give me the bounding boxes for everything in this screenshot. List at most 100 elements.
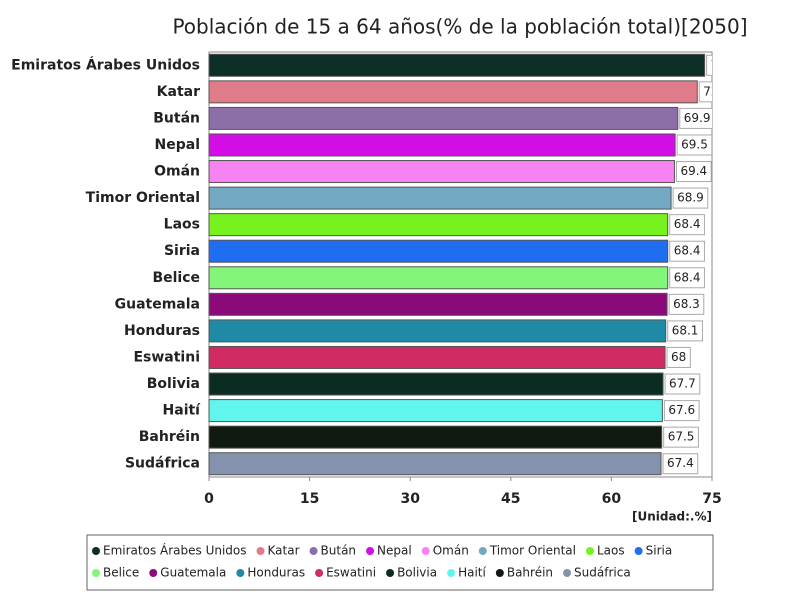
value-labels: 73.9 72.8 69.9 69.5 69.4 68.9 68.4 68.4 68.4 68.3… bbox=[662, 54, 730, 475]
legend-swatch bbox=[634, 547, 643, 555]
legend-swatch bbox=[386, 569, 395, 577]
bar bbox=[208, 292, 668, 316]
legend-label: Bolivia bbox=[397, 566, 437, 580]
chart-title: Población de 15 a 64 años(% de la poblac… bbox=[172, 15, 747, 39]
value-label-box bbox=[668, 293, 705, 315]
legend-item: Guatemala bbox=[149, 566, 226, 580]
bar bbox=[208, 106, 679, 130]
value-label-box bbox=[675, 161, 712, 183]
legend-label: Bahréin bbox=[507, 566, 553, 580]
legend-label: Guatemala bbox=[160, 566, 226, 580]
y-tick-label: Bahréin bbox=[139, 429, 200, 445]
legend-item: Emiratos Árabes Unidos bbox=[92, 543, 247, 558]
y-tick-label: Honduras bbox=[124, 323, 200, 339]
value-label: 67.6 bbox=[668, 403, 695, 417]
value-label: 67.4 bbox=[667, 456, 694, 470]
legend-swatch bbox=[421, 547, 430, 555]
value-label-box bbox=[669, 267, 705, 289]
bar bbox=[208, 372, 664, 396]
legend-item: Timor Oriental bbox=[478, 544, 576, 558]
legend-swatch bbox=[315, 569, 324, 577]
y-tick-label: Emiratos Árabes Unidos bbox=[11, 56, 200, 73]
legend-label: Siria bbox=[646, 544, 673, 558]
bar bbox=[208, 239, 669, 263]
legend-label: Timor Oriental bbox=[489, 544, 576, 558]
x-tick-label: 15 bbox=[300, 491, 319, 507]
x-tick-label: 60 bbox=[602, 491, 622, 507]
y-tick-label: Katar bbox=[157, 84, 200, 100]
legend-item: Nepal bbox=[366, 544, 412, 558]
value-label-box bbox=[664, 373, 701, 395]
legend-item: Bolivia bbox=[386, 566, 437, 580]
value-label-box bbox=[662, 453, 699, 475]
bar bbox=[208, 425, 663, 449]
legend-item: Haití bbox=[447, 566, 487, 580]
value-label: 69.4 bbox=[680, 164, 707, 178]
bar bbox=[208, 80, 698, 104]
value-label: 68.3 bbox=[673, 297, 700, 311]
legend-item: Siria bbox=[634, 544, 673, 558]
legend-label: Laos bbox=[597, 544, 625, 558]
legend-box bbox=[86, 534, 714, 591]
value-label: 72.8 bbox=[703, 84, 730, 98]
value-label-box bbox=[676, 134, 712, 156]
value-label-box bbox=[666, 346, 691, 368]
value-label-box bbox=[669, 214, 705, 236]
value-label: 67.5 bbox=[668, 430, 695, 444]
bar bbox=[208, 345, 666, 369]
x-tick-label: 75 bbox=[702, 491, 721, 507]
value-label-box bbox=[698, 81, 712, 103]
legend-label: Nepal bbox=[377, 544, 412, 558]
legend-swatch bbox=[236, 569, 245, 577]
value-label-box bbox=[667, 320, 703, 342]
value-label-box bbox=[706, 54, 712, 76]
value-label-box bbox=[669, 240, 705, 262]
value-label: 68.1 bbox=[672, 323, 699, 337]
y-tick-label: Bután bbox=[153, 110, 200, 126]
legend-label: Eswatini bbox=[326, 566, 376, 580]
y-tick-label: Siria bbox=[164, 243, 200, 259]
y-tick-label: Guatemala bbox=[115, 296, 200, 312]
legend-item: Honduras bbox=[236, 566, 305, 580]
plot-frame bbox=[208, 51, 713, 478]
y-tick-label: Laos bbox=[164, 217, 200, 233]
bar bbox=[208, 53, 706, 77]
legend: Emiratos Árabes Unidos Katar Bután Nepal Omá… bbox=[92, 543, 672, 580]
bar bbox=[208, 266, 669, 290]
value-label: 68.9 bbox=[677, 191, 704, 205]
legend-item: Laos bbox=[585, 544, 625, 558]
legend-swatch bbox=[447, 569, 456, 577]
bar bbox=[208, 133, 676, 157]
legend-label: Honduras bbox=[247, 566, 305, 580]
legend-item: Bután bbox=[309, 544, 356, 558]
unit-label: [Unidad:.%] bbox=[632, 510, 712, 524]
legend-label: Omán bbox=[433, 544, 469, 558]
legend-swatch bbox=[309, 547, 318, 555]
bar bbox=[208, 160, 675, 184]
legend-label: Katar bbox=[268, 544, 300, 558]
legend-swatch bbox=[478, 547, 487, 555]
bar bbox=[208, 399, 663, 423]
value-label-box bbox=[679, 107, 712, 129]
legend-item: Sudáfrica bbox=[563, 566, 631, 580]
legend-swatch bbox=[563, 569, 572, 577]
x-tick-label: 45 bbox=[501, 491, 520, 507]
legend-label: Sudáfrica bbox=[574, 566, 631, 580]
x-tick-label: 30 bbox=[400, 491, 420, 507]
value-label: 68.4 bbox=[674, 217, 701, 231]
value-label: 67.7 bbox=[669, 377, 696, 391]
y-tick-label: Nepal bbox=[155, 137, 200, 153]
x-tick-label: 0 bbox=[204, 491, 214, 507]
legend-swatch bbox=[92, 547, 100, 555]
legend-item: Omán bbox=[421, 544, 469, 558]
legend-label: Haití bbox=[458, 566, 486, 580]
legend-label: Belice bbox=[103, 566, 139, 580]
bar bbox=[208, 319, 667, 343]
value-label: 68.4 bbox=[674, 244, 701, 258]
legend-label: Emiratos Árabes Unidos bbox=[103, 543, 247, 558]
legend-item: Bahréin bbox=[495, 566, 553, 580]
legend-swatch bbox=[92, 569, 100, 577]
value-label: 69.5 bbox=[681, 137, 708, 151]
y-tick-label: Haití bbox=[163, 403, 202, 419]
